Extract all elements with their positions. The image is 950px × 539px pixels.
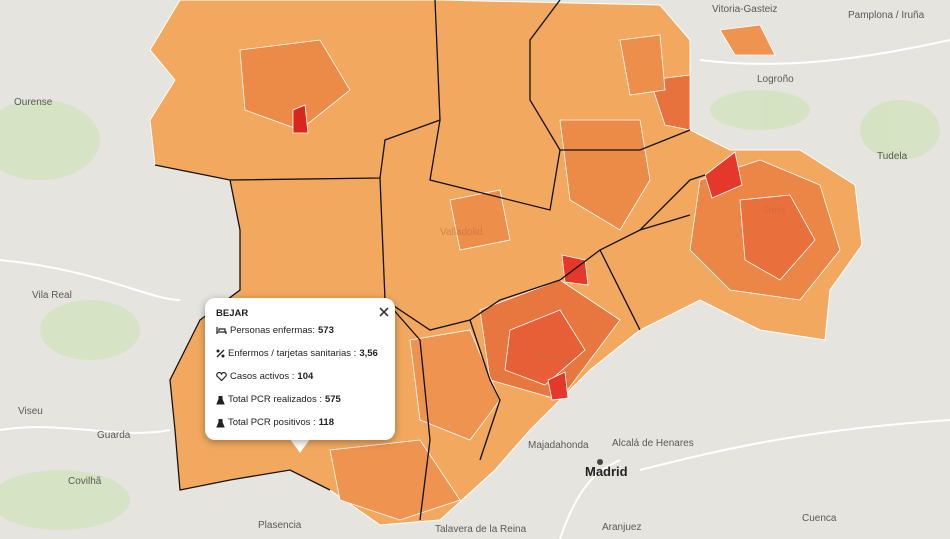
row-label: Total PCR realizados :	[228, 394, 322, 405]
popup-tail	[290, 439, 310, 453]
icon-heart	[216, 372, 227, 381]
popup-row: Total PCR positivos :118	[216, 417, 334, 428]
city-label: Covilhã	[68, 476, 102, 487]
row-label: Casos activos :	[230, 371, 295, 382]
popup-title: BEJAR	[216, 308, 249, 319]
city-label: Majadahonda	[528, 440, 589, 451]
city-label: Ourense	[14, 97, 53, 108]
row-label: Enfermos / tarjetas sanitarias :	[228, 348, 357, 359]
icon-flask	[216, 418, 225, 427]
close-button[interactable]	[379, 307, 389, 317]
province-borders	[154, 0, 706, 521]
icon-percent	[216, 349, 225, 358]
row-value: 104	[297, 371, 314, 382]
icon-flask	[216, 395, 225, 404]
popup-row: Personas enfermas: 573	[216, 325, 334, 336]
districts[interactable]	[239, 24, 841, 521]
row-value: 3,56	[359, 348, 378, 359]
row-label: Total PCR positivos :	[228, 417, 316, 428]
city-label: Logroño	[757, 74, 794, 85]
popup-row: Total PCR realizados :575	[216, 394, 341, 405]
terrain	[0, 90, 940, 530]
city-label: Segovia	[535, 352, 572, 363]
city-label: Soria	[762, 205, 786, 216]
city-label: Vila Real	[32, 290, 72, 301]
city-label: Cuenca	[802, 513, 837, 524]
popup-row: Enfermos / tarjetas sanitarias :3,56	[216, 348, 378, 359]
city-label: Alcalá de Henares	[612, 438, 694, 449]
city-marker	[597, 459, 603, 465]
city-label: Madrid	[585, 464, 628, 479]
row-value: 118	[318, 417, 334, 428]
city-label: Plasencia	[258, 520, 302, 531]
city-label: Guarda	[97, 430, 131, 441]
city-label: Viseu	[18, 406, 43, 417]
city-label: Vitoria-Gasteiz	[712, 4, 777, 15]
city-label: Tudela	[877, 151, 908, 162]
city-label: Valladolid	[440, 227, 483, 238]
city-label: Talavera de la Reina	[435, 524, 527, 535]
row-value: 573	[318, 325, 334, 336]
city-label: Aranjuez	[602, 522, 641, 533]
city-labels: Vitoria-Gasteiz Pamplona / Iruña Logroño…	[14, 4, 925, 535]
popup: BEJAR Personas enfermas: 573 Enfermos / t…	[205, 298, 395, 440]
popup-row: Casos activos :104	[216, 371, 313, 382]
icon-bed	[216, 327, 227, 334]
roads	[0, 39, 950, 539]
row-label: Personas enfermas:	[230, 325, 316, 336]
row-value: 575	[324, 394, 341, 405]
city-label: Pamplona / Iruña	[848, 10, 925, 21]
